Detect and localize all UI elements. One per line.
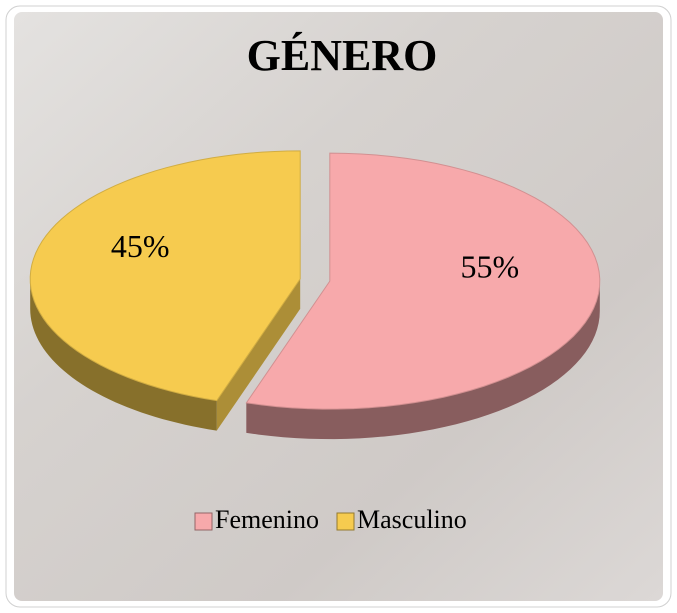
pie: 55% 45%	[29, 150, 601, 440]
data-label: 55%	[460, 248, 519, 284]
slice-edge	[216, 278, 301, 431]
legend-label: Femenino	[215, 505, 319, 534]
legend-swatch	[194, 512, 213, 531]
legend-label: Masculino	[357, 505, 467, 534]
legend: Femenino Masculino	[194, 505, 467, 534]
data-label: 45%	[111, 228, 170, 264]
slice-side	[246, 281, 600, 440]
slice	[29, 150, 301, 402]
legend-swatch	[336, 512, 355, 531]
chart-title: GÉNERO	[247, 31, 438, 80]
slice	[245, 152, 601, 410]
slice-side	[30, 278, 217, 431]
